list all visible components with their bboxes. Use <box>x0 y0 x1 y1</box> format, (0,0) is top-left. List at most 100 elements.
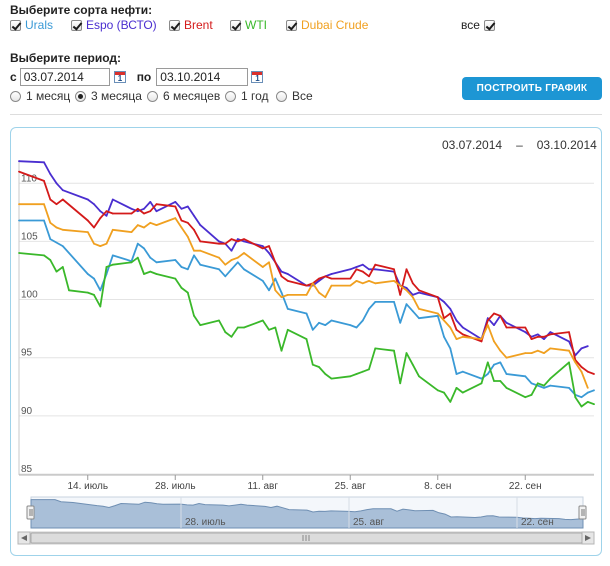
data-point-urals <box>586 391 589 394</box>
calendar-to-icon[interactable]: 1 <box>251 71 264 83</box>
data-point-espo <box>411 294 414 296</box>
brent-checkbox[interactable] <box>169 19 180 31</box>
data-point-urals <box>368 308 370 310</box>
data-point-urals <box>149 256 152 259</box>
data-point-urals <box>455 373 458 375</box>
oil-all-option[interactable]: все <box>461 18 495 32</box>
data-point-wti <box>505 387 508 389</box>
period-1-month[interactable]: 1 месяц <box>10 89 70 103</box>
data-point-dubai <box>536 349 539 352</box>
data-point-brent <box>143 212 145 215</box>
dubai-checkbox[interactable] <box>286 19 297 31</box>
period-3-months[interactable]: 3 месяца <box>75 89 142 103</box>
data-point-wti <box>355 373 358 375</box>
oil-dubai-option[interactable]: Dubai Crude <box>286 18 368 32</box>
data-point-brent <box>268 245 270 248</box>
data-point-wti <box>536 382 539 385</box>
period-6-months[interactable]: 6 месяцев <box>147 89 220 103</box>
data-point-wti <box>105 266 108 268</box>
period-3-months-label: 3 месяца <box>91 89 142 103</box>
period-1-month-radio[interactable] <box>10 90 21 102</box>
data-point-espo <box>536 333 539 336</box>
all-checkbox[interactable] <box>483 19 495 31</box>
oil-wti-option[interactable]: WTI <box>230 18 267 32</box>
data-point-brent <box>499 314 502 317</box>
data-point-urals <box>349 324 352 326</box>
wti-label: WTI <box>245 18 267 32</box>
data-point-urals <box>199 263 202 266</box>
data-point-wti <box>130 261 133 264</box>
data-point-dubai <box>305 294 308 296</box>
x-tick-label: 25. авг <box>335 481 367 492</box>
data-point-espo <box>55 182 58 185</box>
data-point-urals <box>230 268 233 271</box>
data-point-brent <box>361 270 364 273</box>
data-point-brent <box>543 335 545 338</box>
to-label: по <box>136 70 152 84</box>
data-point-dubai <box>580 370 583 373</box>
data-point-urals <box>449 347 452 350</box>
oil-urals-option[interactable]: Urals <box>10 18 53 32</box>
data-point-urals <box>461 370 464 373</box>
data-point-wti <box>61 266 64 268</box>
data-point-dubai <box>493 340 495 343</box>
data-point-brent <box>524 326 527 329</box>
data-point-brent <box>224 242 227 245</box>
period-6-months-radio[interactable] <box>147 90 158 102</box>
data-point-brent <box>18 170 20 173</box>
data-point-espo <box>193 214 195 217</box>
data-point-wti <box>324 373 327 375</box>
urals-checkbox[interactable] <box>10 19 21 31</box>
data-point-brent <box>49 198 52 201</box>
data-point-urals <box>405 303 408 306</box>
data-point-wti <box>405 352 408 354</box>
data-point-wti <box>68 289 70 292</box>
data-point-wti <box>268 328 270 331</box>
data-point-espo <box>130 207 133 210</box>
period-1-year-radio[interactable] <box>225 90 236 102</box>
data-point-urals <box>543 387 545 389</box>
data-point-espo <box>268 252 270 254</box>
data-point-dubai <box>361 282 364 285</box>
data-point-dubai <box>43 203 45 206</box>
data-point-espo <box>93 203 95 206</box>
data-point-brent <box>261 247 264 250</box>
data-point-urals <box>174 259 177 261</box>
period-all[interactable]: Все <box>276 89 313 103</box>
data-point-urals <box>305 312 308 315</box>
data-point-wti <box>93 294 95 296</box>
data-point-urals <box>243 268 245 271</box>
data-point-dubai <box>268 261 270 264</box>
data-point-dubai <box>174 217 177 220</box>
data-point-urals <box>99 289 102 292</box>
data-point-espo <box>493 324 495 326</box>
data-point-espo <box>455 319 458 322</box>
period-3-months-radio[interactable] <box>75 90 86 102</box>
wti-checkbox[interactable] <box>230 19 241 31</box>
data-point-brent <box>530 338 533 340</box>
period-all-label: Все <box>292 89 313 103</box>
date-from-input[interactable] <box>19 68 110 86</box>
data-point-espo <box>318 280 320 282</box>
data-point-dubai <box>286 294 289 296</box>
calendar-from-icon[interactable]: 1 <box>113 71 126 83</box>
period-all-radio[interactable] <box>276 90 287 102</box>
oil-espo-option[interactable]: Espo (ВСТО) <box>71 18 157 32</box>
data-point-brent <box>399 294 402 296</box>
oil-brent-option[interactable]: Brent <box>169 18 213 32</box>
data-point-espo <box>280 270 283 273</box>
from-label: с <box>10 70 17 84</box>
date-to-input[interactable] <box>156 68 249 86</box>
period-1-year[interactable]: 1 год <box>225 89 269 103</box>
espo-checkbox[interactable] <box>71 19 82 31</box>
y-tick-label: 95 <box>21 348 33 359</box>
series-brent <box>18 170 595 375</box>
data-point-brent <box>93 226 95 229</box>
data-point-urals <box>411 310 414 313</box>
data-point-brent <box>586 370 589 373</box>
build-chart-button[interactable]: ПОСТРОИТЬ ГРАФИК <box>462 77 602 100</box>
data-point-brent <box>111 212 114 215</box>
data-point-dubai <box>411 296 414 299</box>
data-point-urals <box>218 268 220 271</box>
